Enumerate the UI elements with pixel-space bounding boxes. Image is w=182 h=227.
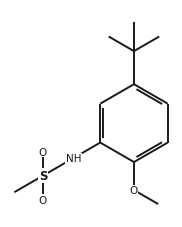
Text: O: O xyxy=(39,147,47,157)
Text: S: S xyxy=(39,169,47,182)
Text: NH: NH xyxy=(66,153,81,163)
Text: O: O xyxy=(130,185,138,195)
Text: O: O xyxy=(39,195,47,205)
